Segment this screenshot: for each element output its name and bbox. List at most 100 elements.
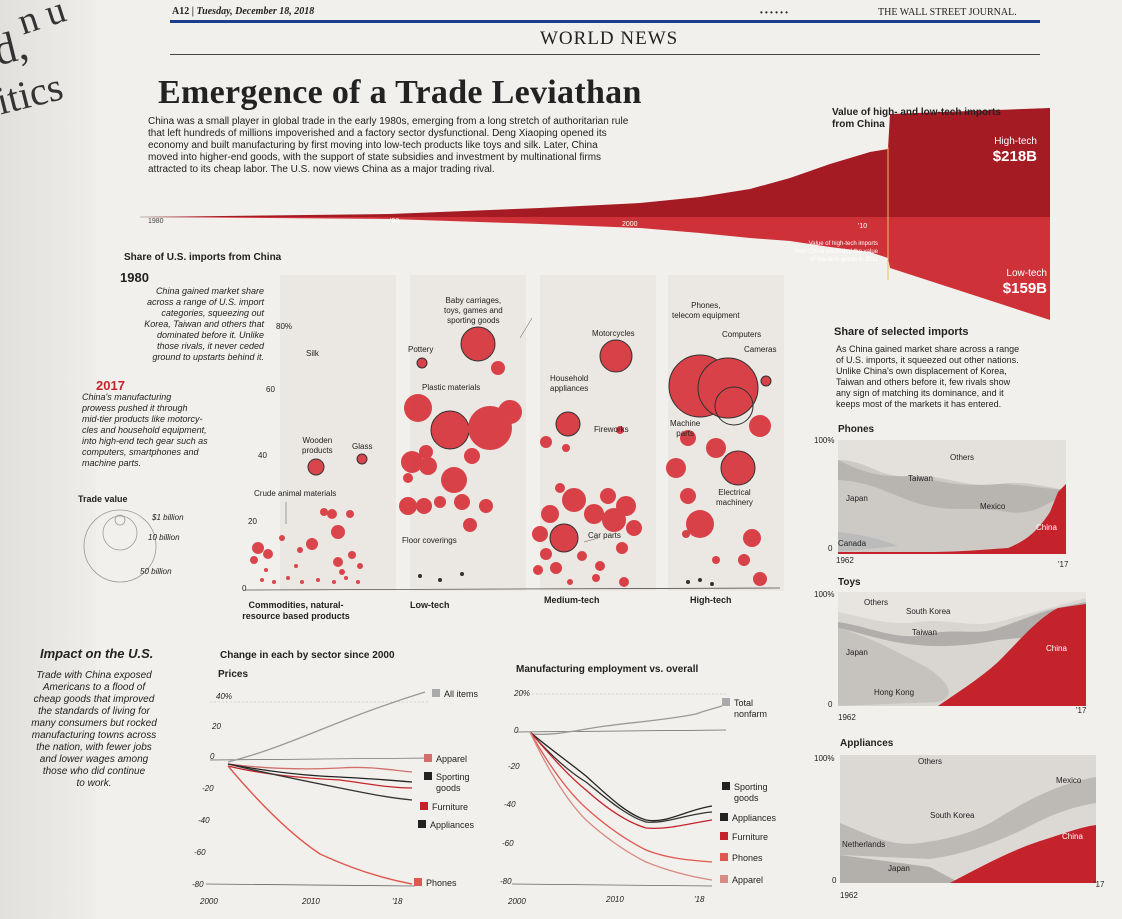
legend-all-items: All items (432, 689, 478, 700)
stream-year-2000: 2000 (622, 221, 638, 228)
appliances-china: China (1062, 832, 1083, 841)
headline: Emergence of a Trade Leviathan (158, 74, 642, 111)
phones-start: 1962 (836, 556, 854, 565)
size-50b: 50 billion (140, 567, 172, 576)
prices-ytick-40: 40% (216, 692, 233, 701)
toys-bottom: 0 (828, 700, 833, 709)
legend-emp-furniture: Furniture (720, 832, 768, 843)
emp-ytick-20: 20% (514, 689, 531, 698)
change-title: Change in each by sector since 2000 (220, 650, 395, 661)
toys-top: 100% (814, 590, 835, 599)
emp-ytick-40n: -40 (504, 800, 516, 809)
paper-name: THE WALL STREET JOURNAL. (878, 7, 1017, 18)
toys-southkorea: South Korea (906, 607, 951, 616)
phones-top: 100% (814, 436, 835, 445)
all-items-line (227, 691, 426, 763)
phones-taiwan: Taiwan (908, 474, 933, 483)
appliances-japan: Japan (888, 864, 910, 873)
ytick-60: 60 (266, 385, 275, 394)
legend-apparel: Apparel (424, 754, 467, 765)
toys-title: Toys (838, 577, 861, 588)
toys-others: Others (864, 598, 889, 607)
label-fireworks: Fireworks (594, 425, 629, 434)
toys-end: '17 (1076, 706, 1087, 715)
text-1980: China gained market share across a range … (144, 286, 264, 362)
legend-appliances: Appliances (418, 820, 474, 831)
cat-lowtech: Low-tech (410, 600, 450, 610)
text-2017: China's manufacturing prowess pushed it t… (82, 392, 208, 468)
employment-chart (511, 693, 727, 887)
year-1980: 1980 (120, 270, 149, 285)
label-glass: Glass (352, 442, 373, 451)
phones-line (227, 765, 413, 885)
appliances-emp-line (529, 731, 713, 823)
phones-bottom: 0 (828, 544, 833, 553)
appliances-end: '17 (1094, 880, 1105, 889)
appliances-others: Others (918, 757, 943, 766)
stream-title: Value of high- and low-tech imports from … (832, 107, 1001, 130)
stream-year-90: '90 (390, 218, 399, 225)
prices-xtick-2010: 2010 (302, 897, 320, 906)
label-carparts: Car parts (588, 531, 621, 540)
prices-ytick-0: 0 (210, 752, 215, 761)
label-wooden: Wooden products (302, 436, 333, 455)
appliances-mexico: Mexico (1056, 776, 1082, 785)
section-rule (170, 54, 1040, 55)
label-motorcycles: Motorcycles (592, 329, 635, 338)
section-title: WORLD NEWS (540, 28, 679, 49)
ytick-0: 0 (242, 584, 247, 593)
apparel-emp-line (529, 731, 713, 881)
sporting-emp-line (529, 731, 713, 822)
emp-xtick-2000: 2000 (508, 897, 526, 906)
adjacent-page: n u d, itics (0, 0, 96, 919)
legend-emp-apparel: Apparel (720, 875, 763, 886)
emp-xtick-2010: 2010 (606, 895, 624, 904)
legend-emp-appliances: Appliances (720, 813, 776, 824)
prices-ytick-60n: -60 (194, 848, 206, 857)
masthead-rule (170, 20, 1040, 23)
bubble-chart (244, 317, 781, 591)
furniture-emp-line (529, 731, 713, 830)
prices-title: Prices (218, 669, 249, 680)
legend-emp-phones: Phones (720, 853, 763, 864)
appliances-area-chart (840, 755, 1096, 883)
masthead-dots: • • • • • • (760, 8, 788, 17)
trade-value-legend (83, 509, 157, 583)
label-baby: Baby carriages, toys, games and sporting g… (444, 296, 503, 325)
legend-sporting: Sporting goods (424, 772, 470, 794)
impact-title: Impact on the U.S. (40, 646, 154, 661)
appliances-netherlands: Netherlands (842, 840, 886, 849)
emp-ytick-80n: -80 (500, 877, 512, 886)
high-tech-area (140, 108, 1050, 217)
toys-taiwan: Taiwan (912, 628, 937, 637)
low-tech-area (140, 217, 1050, 320)
emp-ytick-0: 0 (514, 726, 519, 735)
label-computers: Computers (722, 330, 762, 339)
toys-start: 1962 (838, 713, 856, 722)
year-2017: 2017 (96, 378, 125, 393)
crossover-note: Value of high-tech imports from China exc… (794, 241, 878, 263)
toys-hongkong: Hong Kong (874, 688, 915, 697)
apparel-line (227, 763, 413, 773)
sporting-line (227, 763, 413, 783)
appliances-title: Appliances (840, 738, 894, 749)
label-machine: Machine parts (670, 419, 701, 438)
legend-total-nonfarm: Total nonfarm (722, 698, 767, 720)
appliances-top: 100% (814, 754, 835, 763)
label-floor: Floor coverings (402, 536, 457, 545)
total-nonfarm-line (529, 705, 723, 736)
phones-area-chart (838, 440, 1066, 554)
phones-emp-line (529, 731, 713, 863)
label-phones: Phones, telecom equipment (672, 301, 740, 320)
toys-japan: Japan (846, 648, 868, 657)
page-folio: A12 | Tuesday, December 18, 2018 (172, 6, 315, 17)
prices-chart (205, 691, 430, 887)
ytick-20: 20 (248, 517, 257, 526)
legend-furniture: Furniture (420, 802, 468, 813)
phones-title: Phones (838, 424, 875, 435)
label-plastic: Plastic materials (422, 383, 481, 392)
stream-year-1980: 1980 (148, 218, 164, 225)
label-pottery: Pottery (408, 345, 434, 354)
appliances-southkorea: South Korea (930, 811, 975, 820)
prices-xtick-2000: 2000 (200, 897, 218, 906)
